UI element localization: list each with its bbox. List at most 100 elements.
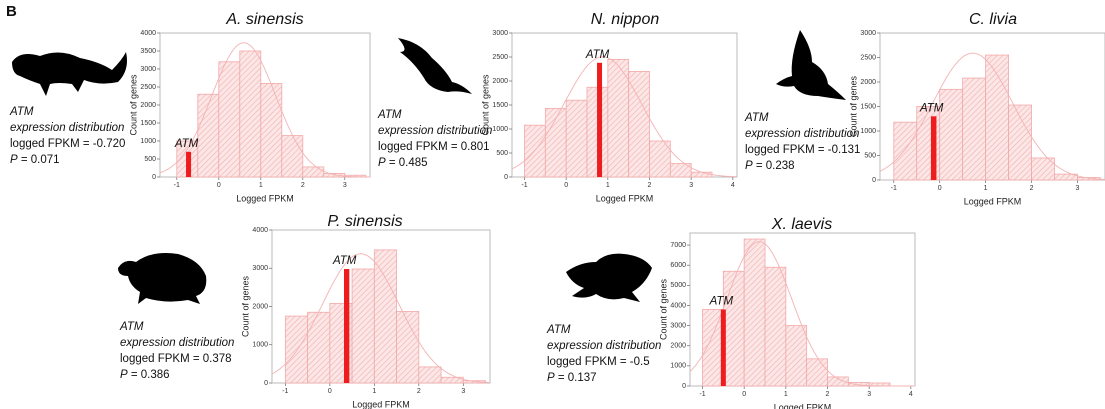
- highlight-bar: [597, 62, 603, 178]
- caption-label: expression distribution: [547, 340, 661, 352]
- y-tick-label: 7000: [670, 242, 686, 249]
- bar: [806, 358, 828, 387]
- bar: [307, 311, 331, 384]
- chart-title: X. laevis: [771, 216, 832, 233]
- y-tick-label: 0: [504, 174, 508, 181]
- y-tick-label: 0: [264, 380, 268, 387]
- caption-gene: ATM: [119, 321, 144, 333]
- y-tick-label: 3000: [252, 265, 268, 272]
- x-tick-label: -1: [891, 185, 897, 192]
- bar: [396, 311, 420, 384]
- p-value: = 0.386: [128, 369, 170, 381]
- caption-label: expression distribution: [120, 337, 234, 349]
- y-tick-label: 3000: [492, 30, 508, 37]
- x-tick-label: 1: [259, 182, 263, 189]
- bar: [1077, 177, 1101, 181]
- x-axis-label: Logged FPKM: [964, 196, 1022, 206]
- bar: [893, 121, 918, 181]
- bar: [260, 83, 283, 178]
- bar: [628, 71, 650, 178]
- caption-gene: ATM: [546, 324, 571, 336]
- bar: [785, 325, 808, 387]
- turtle-silhouette: [118, 253, 207, 304]
- bar: [669, 163, 692, 178]
- chart-title: C. livia: [969, 11, 1017, 28]
- y-axis-label: Count of genes: [658, 278, 668, 340]
- caption-gene: ATM: [744, 112, 769, 124]
- x-tick-label: -1: [282, 388, 288, 395]
- x-tick-label: 0: [217, 182, 221, 189]
- y-tick-label: 4000: [252, 227, 268, 234]
- frog-silhouette: [566, 253, 652, 302]
- caption-fpkm: logged FPKM = 0.378: [120, 353, 232, 365]
- x-tick-label: 3: [867, 391, 871, 398]
- normal-fit: [511, 56, 738, 178]
- y-tick-label: 2000: [670, 343, 686, 350]
- caption-gene: ATM: [377, 109, 402, 121]
- bar: [1054, 173, 1078, 181]
- p-symbol: P: [547, 372, 555, 384]
- bar: [962, 77, 987, 181]
- y-tick-label: 500: [496, 150, 508, 157]
- x-tick-label: 2: [1030, 185, 1034, 192]
- chart-title: N. nippon: [591, 11, 660, 28]
- x-axis-label: Logged FPKM: [774, 402, 832, 409]
- chart-title: P. sinensis: [327, 213, 402, 230]
- x-tick-label: -1: [699, 391, 705, 398]
- panel-label: B: [6, 3, 17, 20]
- x-tick-label: 1: [606, 182, 610, 189]
- caption-label: expression distribution: [378, 125, 492, 137]
- bar: [218, 61, 241, 178]
- bar: [302, 166, 325, 178]
- y-tick-label: 5000: [670, 282, 686, 289]
- y-tick-label: 0: [872, 177, 876, 184]
- caption-p: P = 0.137: [547, 372, 597, 384]
- y-tick-label: 3000: [860, 30, 876, 37]
- y-axis-label: Count of genes: [240, 275, 250, 337]
- caption-p: P = 0.071: [10, 154, 60, 166]
- bar: [351, 268, 375, 384]
- y-tick-label: 2500: [140, 84, 156, 91]
- caption-gene: ATM: [9, 106, 34, 118]
- x-tick-label: 0: [938, 185, 942, 192]
- y-tick-label: 1500: [860, 103, 876, 110]
- highlight-bar: [186, 151, 192, 177]
- p-symbol: P: [120, 369, 128, 381]
- x-tick-label: 1: [372, 388, 376, 395]
- bar: [1008, 104, 1032, 181]
- y-axis-label: Count of genes: [480, 74, 490, 136]
- x-tick-label: 4: [909, 391, 913, 398]
- caption-fpkm: logged FPKM = -0.131: [745, 144, 860, 156]
- p-value: = 0.238: [753, 160, 795, 172]
- caption-label: expression distribution: [745, 128, 859, 140]
- x-tick-label: 0: [742, 391, 746, 398]
- y-tick-label: 4000: [140, 30, 156, 37]
- y-tick-label: 2500: [492, 54, 508, 61]
- caption-p: P = 0.386: [120, 369, 170, 381]
- normal-fit: [689, 241, 915, 387]
- x-tick-label: 3: [461, 388, 465, 395]
- x-tick-label: 3: [689, 182, 693, 189]
- p-value: = 0.071: [18, 154, 60, 166]
- y-tick-label: 3500: [140, 48, 156, 55]
- bar: [985, 54, 1009, 181]
- highlight-label: ATM: [174, 138, 199, 150]
- y-tick-label: 1000: [140, 138, 156, 145]
- caption-label: expression distribution: [10, 122, 124, 134]
- y-tick-label: 1000: [670, 363, 686, 370]
- y-tick-label: 2000: [252, 303, 268, 310]
- y-axis-label: Count of genes: [128, 74, 138, 136]
- bar: [323, 172, 346, 178]
- x-tick-label: -1: [174, 182, 180, 189]
- normal-fit: [159, 42, 370, 178]
- highlight-bar: [720, 309, 726, 386]
- highlight-bar: [343, 269, 350, 383]
- y-tick-label: 4000: [670, 302, 686, 309]
- x-tick-label: 3: [1075, 185, 1079, 192]
- y-axis-label: Count of genes: [848, 75, 858, 137]
- y-tick-label: 2500: [860, 54, 876, 61]
- caption-fpkm: logged FPKM = -0.5: [547, 356, 650, 368]
- y-tick-label: 0: [152, 174, 156, 181]
- bar: [418, 366, 442, 384]
